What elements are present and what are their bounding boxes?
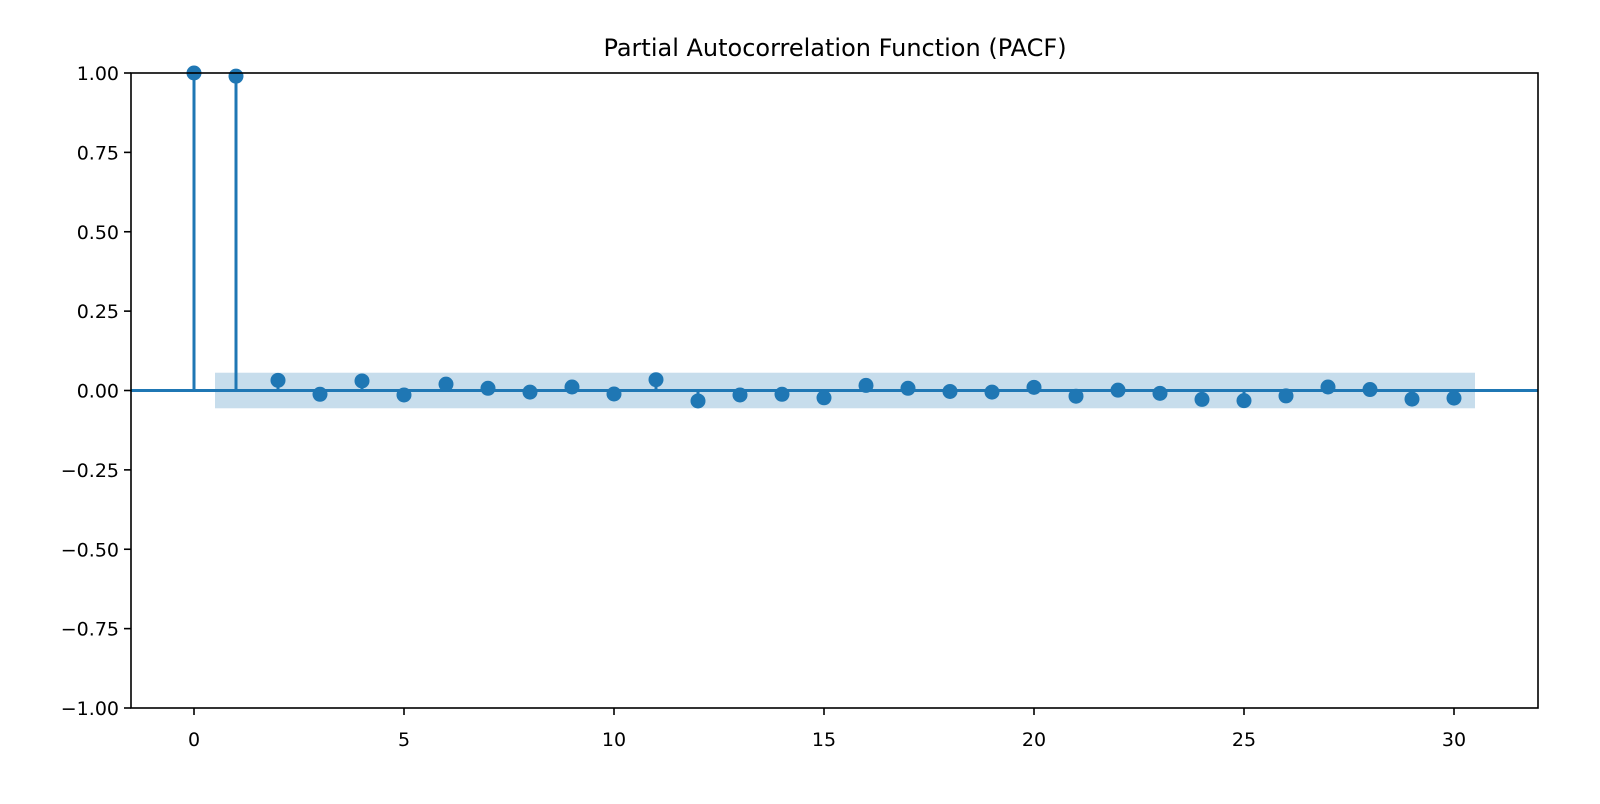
x-tick-label-5: 5 [398, 729, 410, 751]
marker-27 [1320, 379, 1336, 395]
marker-5 [396, 387, 412, 403]
y-tick-label-8: −1.00 [61, 698, 119, 720]
y-tick-label-3: 0.25 [77, 301, 119, 323]
marker-layer [186, 65, 1462, 409]
marker-23 [1152, 385, 1168, 401]
marker-30 [1446, 390, 1462, 406]
x-tick-label-0: 0 [188, 729, 200, 751]
marker-16 [858, 377, 874, 393]
tick-layer: 0 5 10 15 20 25 30 1.00 0.75 0.50 0.25 0.00 −0.25 −0.… [61, 63, 1466, 751]
marker-26 [1278, 388, 1294, 404]
x-tick-label-10: 10 [602, 729, 626, 751]
y-tick-label-4: 0.00 [77, 381, 119, 403]
marker-2 [270, 372, 286, 388]
chart-title: Partial Autocorrelation Function (PACF) [603, 34, 1066, 62]
marker-15 [816, 390, 832, 406]
marker-14 [774, 386, 790, 402]
marker-29 [1404, 391, 1420, 407]
x-tick-label-25: 25 [1232, 729, 1256, 751]
marker-20 [1026, 379, 1042, 395]
marker-1 [228, 68, 244, 84]
x-tick-label-20: 20 [1022, 729, 1046, 751]
marker-24 [1194, 391, 1210, 407]
y-tick-label-5: −0.25 [61, 460, 119, 482]
y-tick-label-0: 1.00 [77, 63, 119, 85]
marker-17 [900, 380, 916, 396]
x-tick-label-15: 15 [812, 729, 836, 751]
marker-9 [564, 379, 580, 395]
marker-3 [312, 386, 328, 402]
y-tick-label-7: −0.75 [61, 619, 119, 641]
marker-21 [1068, 388, 1084, 404]
stem-layer [192, 73, 1456, 401]
marker-28 [1362, 382, 1378, 398]
marker-12 [690, 393, 706, 409]
marker-22 [1110, 382, 1126, 398]
marker-8 [522, 384, 538, 400]
marker-6 [438, 376, 454, 392]
marker-13 [732, 387, 748, 403]
marker-19 [984, 384, 1000, 400]
y-tick-label-6: −0.50 [61, 539, 119, 561]
marker-18 [942, 383, 958, 399]
x-tick-label-30: 30 [1442, 729, 1466, 751]
marker-11 [648, 372, 664, 388]
marker-25 [1236, 393, 1252, 409]
marker-10 [606, 386, 622, 402]
y-tick-label-1: 0.75 [77, 142, 119, 164]
marker-7 [480, 380, 496, 396]
marker-4 [354, 373, 370, 389]
y-tick-label-2: 0.50 [77, 222, 119, 244]
